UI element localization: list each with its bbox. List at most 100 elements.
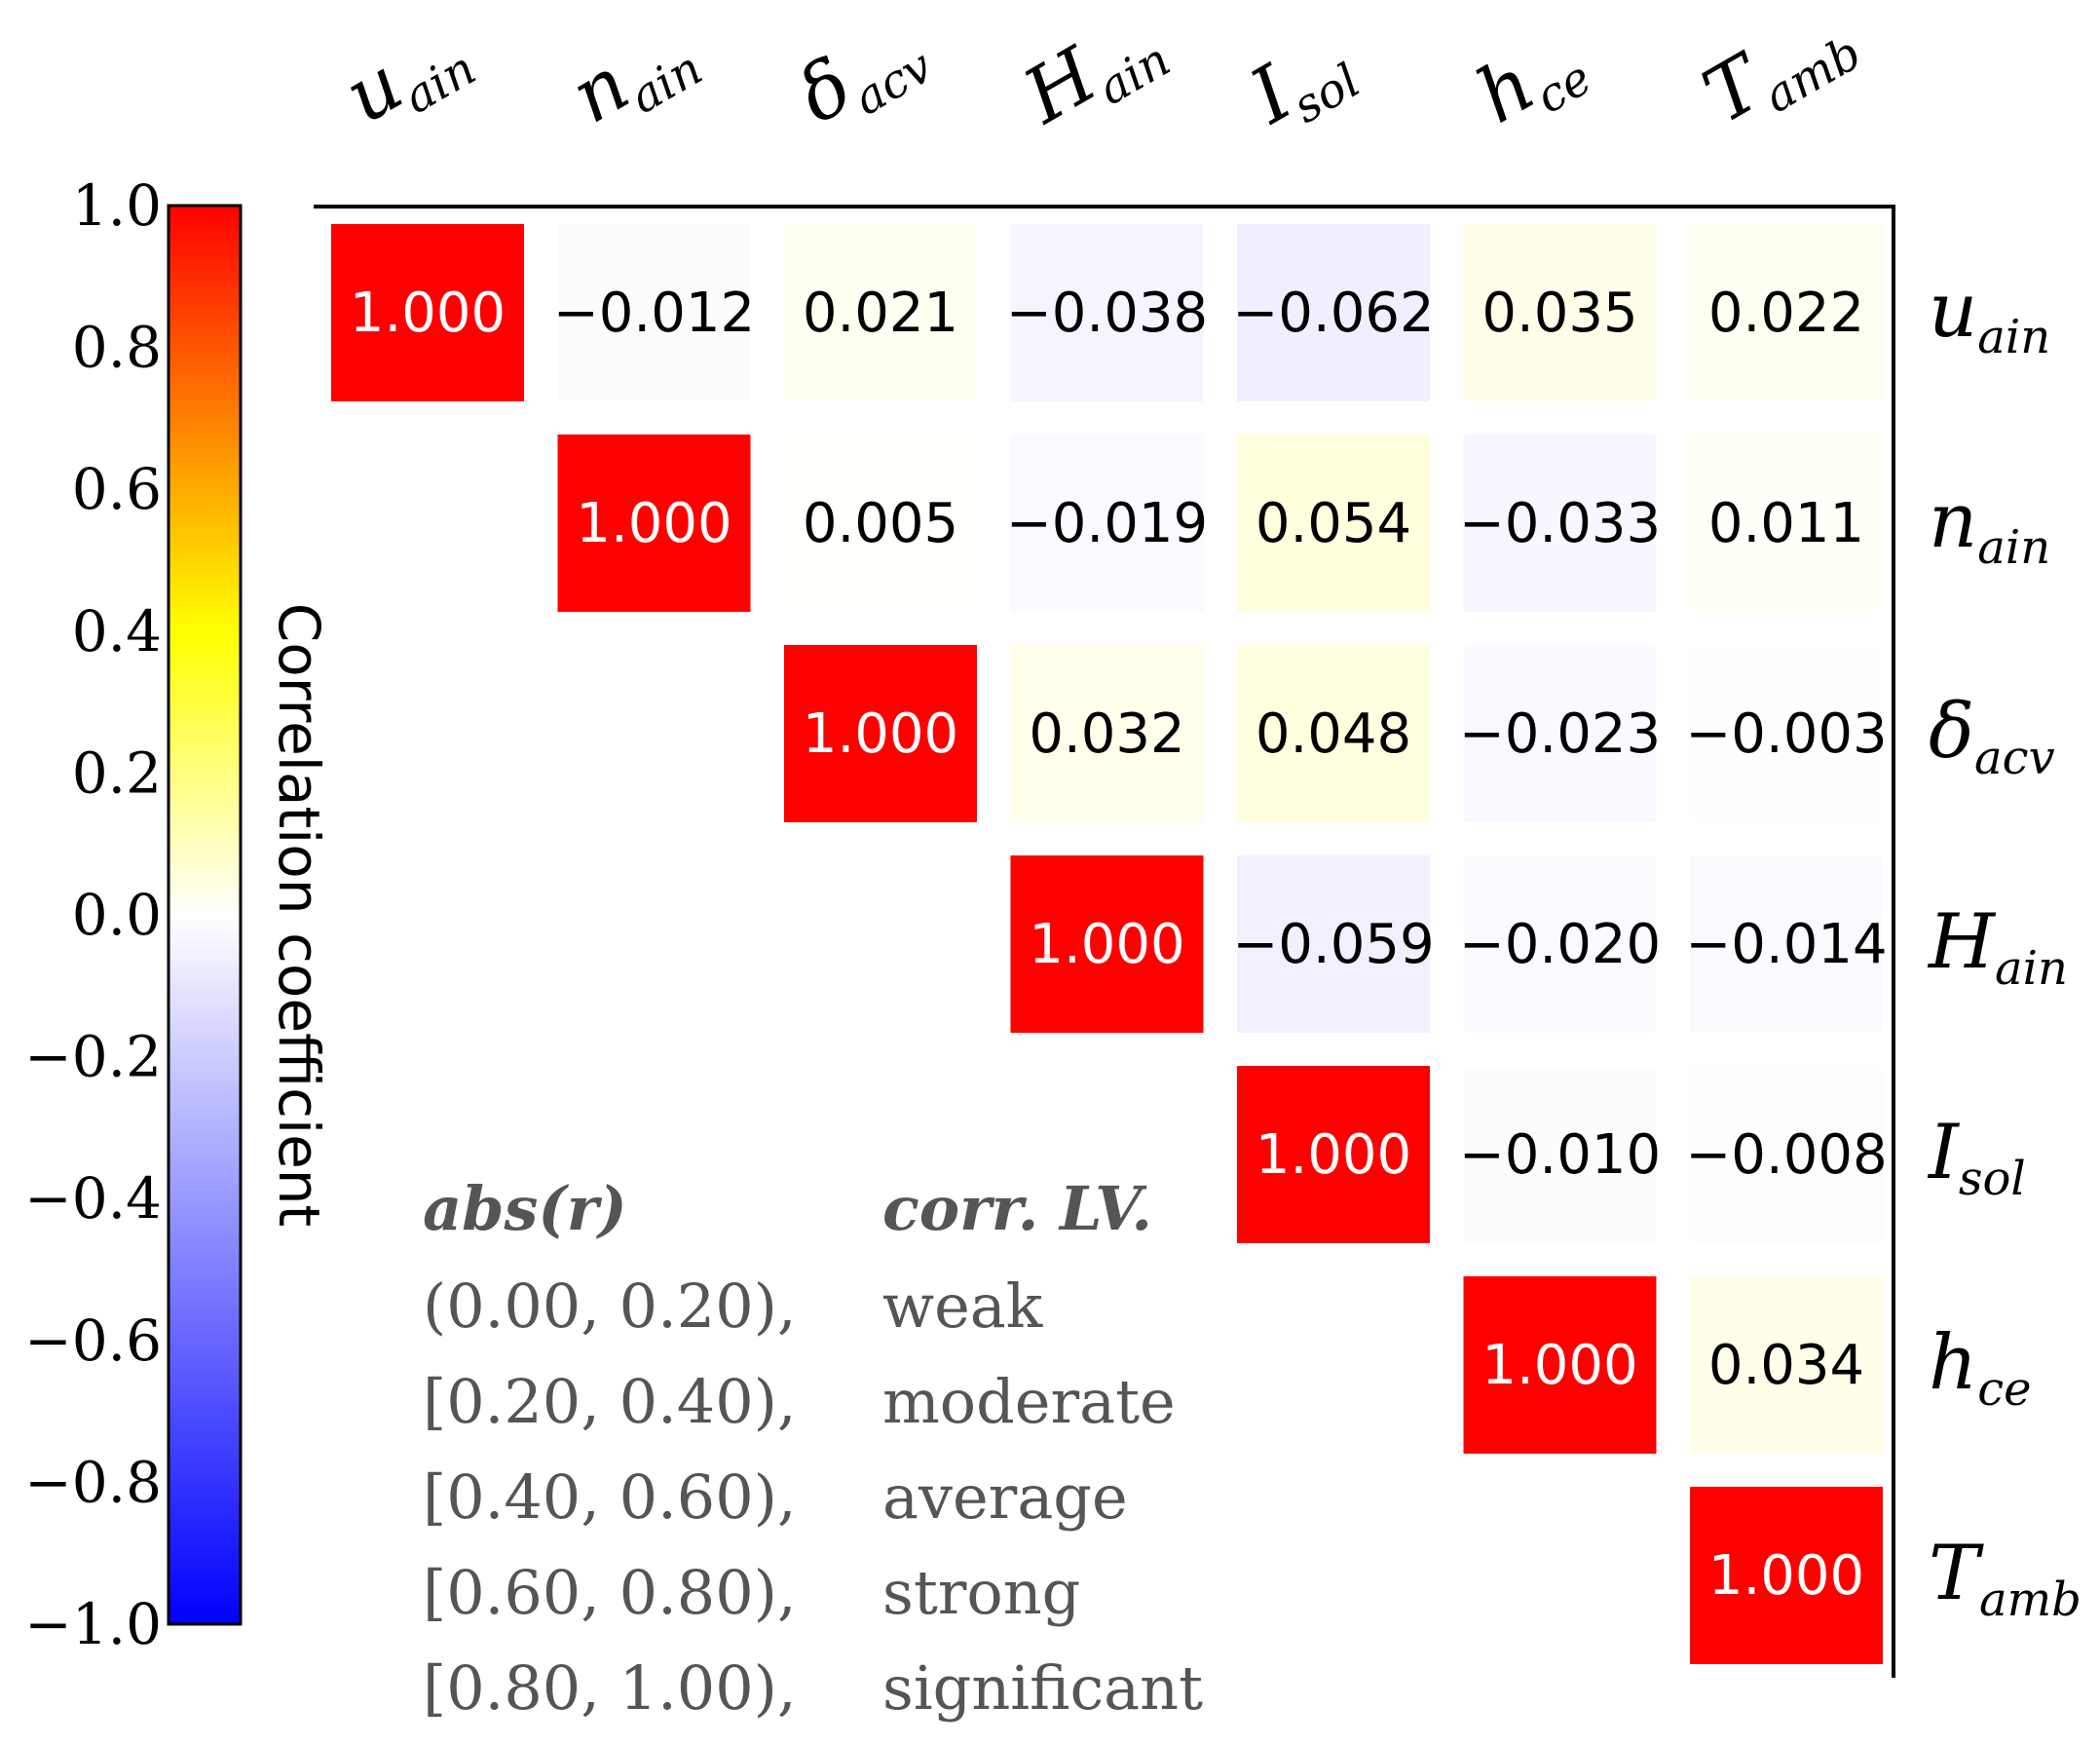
heatmap-cell-fill xyxy=(1463,1066,1657,1243)
heatmap-cell-value: 1.000 xyxy=(576,492,731,555)
colorbar-tick-label: −0.4 xyxy=(24,1165,162,1232)
heatmap-cell: −0.014 xyxy=(1685,855,1888,1033)
row-label: δacv xyxy=(1929,688,2055,785)
row-label: Tamb xyxy=(1929,1530,2081,1627)
row-labels: uain nain δacv Hain Isol hce Tamb xyxy=(1927,267,2081,1627)
legend-row: [0.80, 1.00), significant xyxy=(423,1652,1203,1724)
column-label: Isol xyxy=(1235,17,1369,150)
heatmap-cell: −0.019 xyxy=(1006,435,1208,612)
heatmap-cell-value: 1.000 xyxy=(803,702,958,766)
legend-range: [0.80, 1.00), xyxy=(423,1652,797,1724)
colorbar: 1.0 0.8 0.6 0.4 0.2 0.0 −0.2 −0.4 −0.6 −0.8 −1.0 C… xyxy=(24,172,332,1657)
row-label: Hain xyxy=(1927,898,2068,996)
heatmap-cell: 1.000 xyxy=(331,224,524,401)
heatmap-cell-value: 1.000 xyxy=(1029,913,1184,976)
heatmap-cells: 1.000 −0.012 0.021 −0.038 −0.062 0.035 0.022 1.… xyxy=(331,224,1888,1664)
heatmap-cell-fill xyxy=(784,435,977,612)
heatmap-cell-fill xyxy=(1463,435,1657,612)
heatmap-cell-fill xyxy=(1010,645,1204,822)
heatmap-cell: −0.010 xyxy=(1459,1066,1661,1243)
heatmap-cell: −0.038 xyxy=(1006,224,1208,401)
colorbar-tick-labels: 1.0 0.8 0.6 0.4 0.2 0.0 −0.2 −0.4 −0.6 −0.8 −1.0 xyxy=(24,172,162,1657)
heatmap-cell: 1.000 xyxy=(557,435,751,612)
column-label: uain xyxy=(331,4,485,149)
heatmap-cell-fill xyxy=(1237,435,1430,612)
heatmap-cell: 0.054 xyxy=(1237,435,1430,612)
colorbar-tick-label: 0.4 xyxy=(72,598,162,664)
heatmap-cell: 1.000 xyxy=(1237,1066,1430,1243)
colorbar-tick-label: 0.6 xyxy=(72,456,162,522)
heatmap-cell: 1.000 xyxy=(784,645,977,822)
heatmap-cell-value: −0.003 xyxy=(1685,702,1887,766)
heatmap-cell-fill xyxy=(1690,224,1883,401)
heatmap-cell-value: −0.033 xyxy=(1459,492,1661,555)
heatmap-cell-fill xyxy=(1237,224,1430,401)
heatmap-cell-value: −0.012 xyxy=(553,282,755,345)
legend-range: [0.60, 0.80), xyxy=(423,1557,797,1628)
heatmap-cell: −0.023 xyxy=(1459,645,1661,822)
legend-range: [0.40, 0.60), xyxy=(423,1461,797,1533)
heatmap-cell-fill xyxy=(1463,645,1657,822)
heatmap-cell-value: −0.008 xyxy=(1685,1123,1887,1187)
heatmap-cell-fill xyxy=(1237,855,1430,1033)
heatmap-cell-value: 0.048 xyxy=(1256,702,1411,766)
legend-header-level: corr. LV. xyxy=(882,1173,1152,1244)
legend-level: strong xyxy=(882,1557,1080,1628)
colorbar-label: Correlation coefficient xyxy=(266,603,332,1228)
heatmap-cell-value: −0.014 xyxy=(1685,913,1887,976)
heatmap-cell-fill xyxy=(557,224,751,401)
column-label: nain xyxy=(557,4,711,149)
heatmap-cell-fill xyxy=(1463,224,1657,401)
heatmap-cell-value: 0.035 xyxy=(1481,282,1637,345)
heatmap-cell-value: 0.011 xyxy=(1708,492,1864,555)
heatmap-cell-value: 0.021 xyxy=(803,282,958,345)
colorbar-tick-label: −0.6 xyxy=(24,1308,162,1374)
heatmap-cell: −0.059 xyxy=(1232,855,1435,1033)
column-labels: uain nain δacv Hain Isol hce Tamb xyxy=(331,0,1871,150)
heatmap-cell-value: 0.032 xyxy=(1029,702,1184,766)
colorbar-tick-label: −1.0 xyxy=(24,1591,162,1657)
colorbar-tick-label: 0.2 xyxy=(72,739,162,806)
legend-level: weak xyxy=(882,1270,1043,1342)
legend-row: [0.40, 0.60), average xyxy=(423,1461,1128,1533)
legend-row: [0.60, 0.80), strong xyxy=(423,1557,1080,1628)
legend-row: [0.20, 0.40), moderate xyxy=(423,1366,1176,1437)
heatmap-cell-fill xyxy=(1463,1276,1657,1454)
heatmap-cell-fill xyxy=(1010,855,1204,1033)
colorbar-gradient xyxy=(167,204,243,1626)
heatmap-cell: −0.008 xyxy=(1685,1066,1888,1243)
heatmap-cell-fill xyxy=(1690,1066,1883,1243)
heatmap-cell-fill xyxy=(1690,1276,1883,1454)
heatmap-cell: −0.012 xyxy=(553,224,755,401)
colorbar-tick-label: −0.8 xyxy=(24,1449,162,1515)
column-label: hce xyxy=(1463,14,1600,149)
column-label: δacv xyxy=(784,2,942,149)
heatmap-cell-value: 0.054 xyxy=(1256,492,1411,555)
heatmap-cell-fill xyxy=(331,224,524,401)
heatmap-cell-fill xyxy=(1690,435,1883,612)
legend-level: average xyxy=(882,1461,1128,1533)
heatmap-cell: −0.062 xyxy=(1232,224,1435,401)
column-label: Hain xyxy=(1008,0,1180,150)
heatmap-cell: −0.033 xyxy=(1459,435,1661,612)
heatmap-cell-value: 1.000 xyxy=(1481,1334,1637,1397)
heatmap-cell-fill xyxy=(1237,645,1430,822)
heatmap-cell-value: 1.000 xyxy=(1256,1123,1411,1187)
heatmap-cell-value: −0.020 xyxy=(1459,913,1661,976)
heatmap-cell-value: 0.034 xyxy=(1708,1334,1864,1397)
heatmap-cell: −0.003 xyxy=(1685,645,1888,822)
heatmap-cell-fill xyxy=(1010,435,1204,612)
heatmap-cell: 0.035 xyxy=(1463,224,1657,401)
heatmap-cell-value: −0.038 xyxy=(1006,282,1208,345)
row-label: Isol xyxy=(1927,1109,2026,1206)
heatmap-cell: 0.011 xyxy=(1690,435,1883,612)
heatmap-cell-value: −0.062 xyxy=(1232,282,1434,345)
colorbar-tick-label: −0.2 xyxy=(24,1024,162,1090)
heatmap-cell-value: 1.000 xyxy=(350,282,506,345)
heatmap-cell-value: −0.019 xyxy=(1006,492,1208,555)
heatmap-cell-fill xyxy=(1690,1487,1883,1664)
heatmap-cell-fill xyxy=(557,435,751,612)
heatmap-cell: 0.034 xyxy=(1690,1276,1883,1454)
legend-header-range: abs(r) xyxy=(423,1173,627,1244)
